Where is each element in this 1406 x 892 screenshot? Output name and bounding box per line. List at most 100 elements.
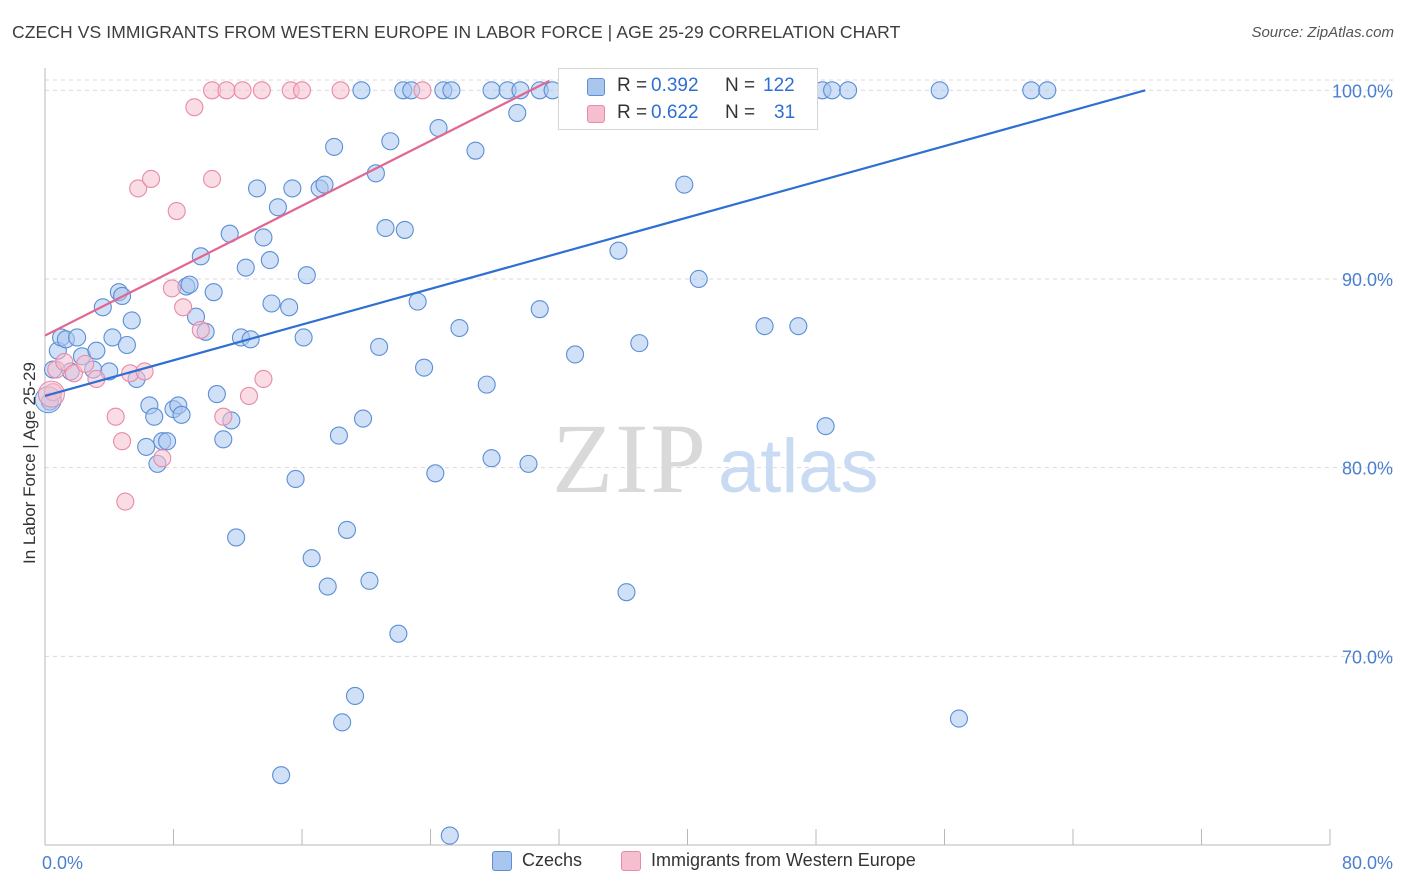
czech-point — [337, 520, 357, 539]
czech-point — [333, 713, 352, 732]
immigrant-point — [141, 169, 161, 189]
immigrant-point — [331, 81, 350, 100]
czech-point — [214, 430, 233, 449]
czech-point — [376, 218, 395, 238]
czech-point — [389, 624, 408, 643]
correlation-legend: R = 0.392 N = 122 R = 0.622 N = 31 — [558, 68, 818, 130]
czech-point — [823, 81, 842, 100]
immigrant-point — [254, 369, 273, 389]
czech-point — [236, 258, 255, 277]
czech-point — [530, 300, 549, 319]
czech-point — [204, 283, 223, 302]
y-tick-label: 100.0% — [1332, 81, 1393, 101]
czech-point — [930, 81, 949, 100]
immigrant-point — [167, 202, 186, 221]
czech-points — [34, 81, 1057, 845]
czech-point — [482, 449, 501, 468]
legend-row-immigrants: R = 0.622 N = 31 — [559, 101, 819, 127]
immigrant-point — [413, 81, 432, 100]
n-label: N = — [725, 75, 756, 96]
czech-point — [254, 228, 273, 247]
czech-point — [816, 417, 835, 436]
czech-point — [227, 528, 246, 547]
immigrant-point — [214, 407, 233, 426]
czech-point — [689, 269, 708, 289]
immigrant-point — [239, 386, 259, 406]
czech-point — [395, 220, 414, 239]
trend-lines — [44, 79, 1146, 398]
immigrant-points — [37, 81, 432, 511]
czech-point — [352, 81, 371, 100]
immigrant-point — [174, 298, 193, 317]
czech-point — [1038, 81, 1057, 100]
czech-point — [466, 141, 485, 160]
legend-row-czechs: R = 0.392 N = 122 — [559, 74, 819, 100]
series-legend: Czechs Immigrants from Western Europe — [0, 850, 1406, 880]
czech-point — [353, 409, 373, 428]
y-tick-label: 90.0% — [1342, 270, 1393, 290]
immigrant-point — [292, 81, 312, 100]
czech-point — [408, 292, 427, 311]
czech-point — [329, 426, 348, 445]
czech-point — [508, 103, 527, 122]
legend-label-immigrants: Immigrants from Western Europe — [651, 850, 916, 870]
czech-point — [442, 81, 461, 100]
immigrant-point — [217, 81, 236, 100]
legend-item-immigrants[interactable]: Immigrants from Western Europe — [621, 850, 916, 871]
czech-point — [609, 241, 628, 260]
czech-point — [103, 328, 122, 347]
chart-title: CZECH VS IMMIGRANTS FROM WESTERN EUROPE … — [12, 22, 901, 42]
immigrant-swatch — [621, 850, 641, 871]
czech-point — [325, 137, 344, 156]
axes — [44, 68, 1331, 846]
immigrant-trend-line — [44, 79, 550, 337]
czech-point — [949, 709, 969, 728]
czech-point — [477, 375, 496, 394]
czech-point — [482, 81, 501, 100]
czech-point — [158, 432, 177, 451]
immigrant-point — [153, 449, 172, 468]
immigrant-point — [203, 169, 222, 189]
r-label: R = — [617, 102, 648, 123]
immigrant-point — [113, 432, 132, 451]
czech-point — [630, 334, 649, 353]
y-tick-label: 70.0% — [1342, 647, 1393, 667]
czech-point — [145, 407, 164, 426]
czech-point — [426, 464, 445, 483]
czech-point — [262, 294, 281, 313]
czech-point — [450, 318, 469, 338]
watermark: ZIP atlas — [552, 403, 879, 514]
czech-point — [87, 341, 106, 360]
czech-point — [789, 317, 808, 336]
czech-swatch — [492, 850, 512, 871]
czech-point — [286, 469, 305, 489]
legend-label-czechs: Czechs — [522, 850, 583, 870]
czech-point — [297, 266, 316, 285]
czech-point — [519, 454, 538, 473]
czech-point — [345, 686, 365, 705]
czech-point — [280, 298, 299, 317]
czech-point — [755, 317, 774, 336]
czech-point — [294, 328, 313, 347]
czech-point — [68, 328, 87, 347]
czech-r-value: 0.392 — [651, 75, 699, 96]
czech-point — [617, 583, 636, 602]
immigrant-r-value: 0.622 — [651, 102, 699, 123]
immigrant-point — [185, 98, 204, 117]
n-label: N = — [725, 102, 756, 123]
czech-point — [172, 405, 191, 424]
czech-point — [302, 549, 321, 568]
czech-point — [440, 826, 459, 845]
czech-n-value: 122 — [763, 75, 795, 96]
czech-point — [1022, 81, 1041, 100]
immigrant-point — [135, 362, 154, 381]
czech-point — [839, 81, 858, 100]
czech-point — [137, 437, 156, 456]
czech-point — [207, 385, 226, 404]
y-axis-label: In Labor Force | Age 25-29 — [20, 362, 39, 564]
czech-trend-line — [44, 89, 1146, 398]
czech-point — [315, 175, 334, 194]
legend-item-czechs[interactable]: Czechs — [492, 850, 582, 871]
watermark-zip: ZIP — [552, 403, 708, 514]
